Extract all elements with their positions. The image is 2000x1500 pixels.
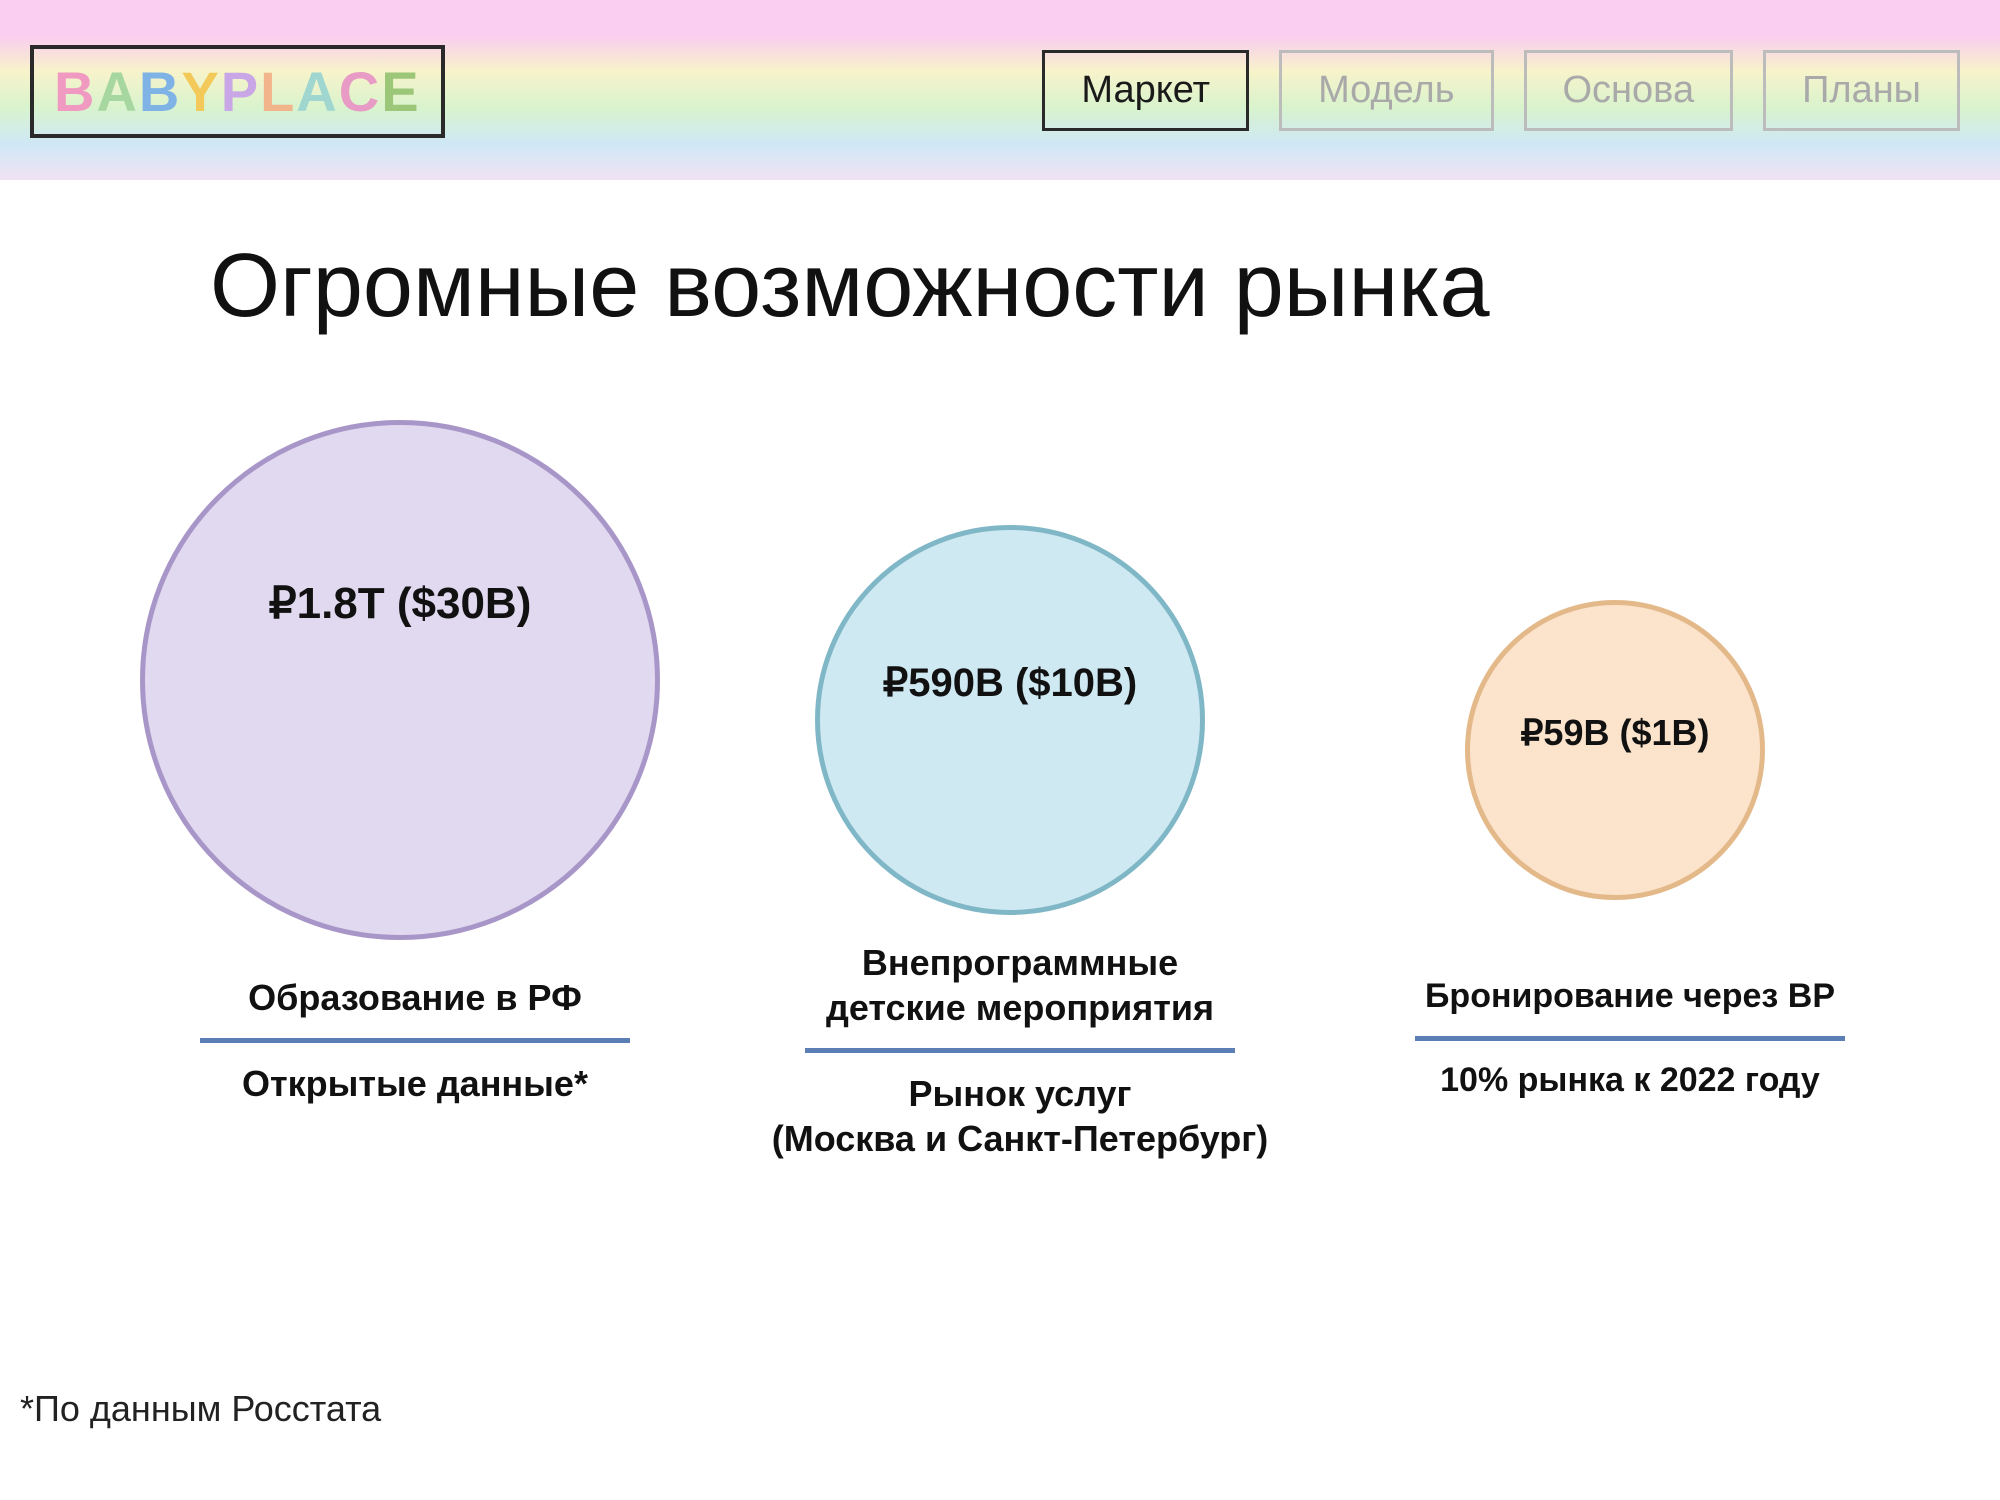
- bubble-caption: Образование в РФ Открытые данные*: [190, 975, 640, 1106]
- caption-divider: [1415, 1036, 1845, 1041]
- market-bubble: [815, 525, 1205, 915]
- caption-top: Внепрограммныедетские мероприятия: [740, 940, 1300, 1030]
- caption-divider: [200, 1038, 630, 1043]
- caption-bottom: Рынок услуг(Москва и Санкт-Петербург): [740, 1071, 1300, 1161]
- market-bubble: [140, 420, 660, 940]
- bubble-value: ₽59B ($1B): [1465, 712, 1765, 754]
- bubble-chart: ₽1.8T ($30B) Образование в РФ Открытые дан…: [0, 0, 2000, 1500]
- bubble-value: ₽590B ($10B): [815, 660, 1205, 706]
- bubble-caption: Бронирование через ВР 10% рынка к 2022 го…: [1380, 975, 1880, 1101]
- bubble-caption: Внепрограммныедетские мероприятия Рынок у…: [740, 940, 1300, 1161]
- caption-divider: [805, 1048, 1235, 1053]
- caption-top: Бронирование через ВР: [1380, 975, 1880, 1018]
- caption-bottom: Открытые данные*: [190, 1061, 640, 1106]
- bubble-value: ₽1.8T ($30B): [140, 578, 660, 629]
- caption-bottom: 10% рынка к 2022 году: [1380, 1059, 1880, 1102]
- footnote: *По данным Росстата: [20, 1388, 381, 1430]
- caption-top: Образование в РФ: [190, 975, 640, 1020]
- slide-root: { "logo": { "letters": ["B","A","B","Y",…: [0, 0, 2000, 1500]
